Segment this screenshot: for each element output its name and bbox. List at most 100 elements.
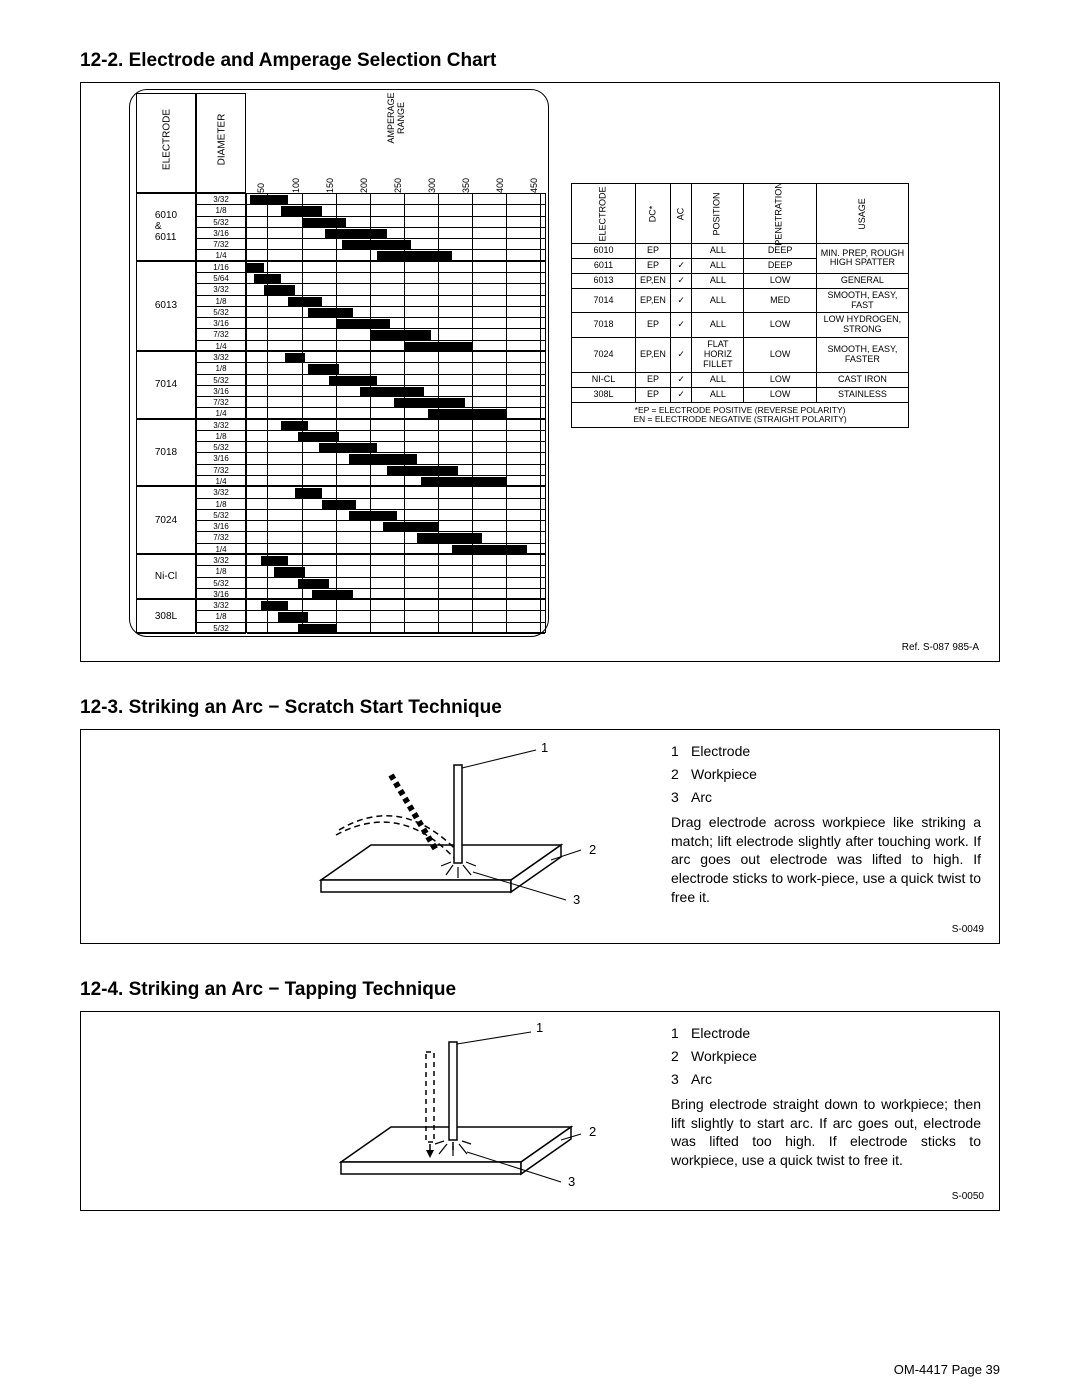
electrode-group: 7014 bbox=[137, 352, 195, 420]
diameter-cell: 1/8 bbox=[196, 296, 246, 307]
diameter-cell: 1/4 bbox=[196, 341, 246, 352]
amperage-bar bbox=[421, 477, 506, 487]
usage-header: POSITION bbox=[692, 184, 744, 244]
col-amperage: AMPERAGE RANGE bbox=[386, 78, 406, 158]
usage-header: ELECTRODE bbox=[572, 184, 636, 244]
diameter-cell: 7/32 bbox=[196, 329, 246, 340]
diameter-cell: 3/16 bbox=[196, 453, 246, 464]
amperage-bar bbox=[312, 590, 353, 600]
usage-cell: ✓ bbox=[670, 387, 692, 402]
usage-cell: ALL bbox=[692, 313, 744, 338]
usage-cell: ✓ bbox=[670, 288, 692, 313]
figure-container: 1 2 3 1Electrode2Workpiece3Arc Bring ele… bbox=[80, 1011, 1000, 1211]
amperage-bar bbox=[308, 364, 339, 374]
usage-cell: EP bbox=[636, 258, 671, 273]
amperage-bar bbox=[336, 319, 391, 329]
usage-cell: ALL bbox=[692, 387, 744, 402]
callout-3: 3 bbox=[568, 1174, 575, 1189]
usage-cell: EP bbox=[636, 244, 671, 259]
diameter-cell: 1/8 bbox=[196, 363, 246, 374]
diameter-cell: 5/64 bbox=[196, 273, 246, 284]
usage-cell bbox=[670, 244, 692, 259]
tick-label: 50 bbox=[256, 183, 266, 193]
amperage-bar bbox=[360, 387, 425, 397]
electrode-group: 6010 & 6011 bbox=[137, 194, 195, 262]
legend-item: 3Arc bbox=[671, 1070, 981, 1089]
diameter-cell: 3/16 bbox=[196, 318, 246, 329]
amperage-bar bbox=[281, 206, 322, 216]
caption-body: Drag electrode across workpiece like str… bbox=[671, 813, 981, 907]
amperage-bar bbox=[452, 545, 527, 555]
diameter-cell: 5/32 bbox=[196, 442, 246, 453]
amperage-bar bbox=[349, 454, 417, 464]
callout-3: 3 bbox=[573, 892, 580, 907]
electrode-group: 6013 bbox=[137, 262, 195, 352]
tick-label: 350 bbox=[461, 178, 471, 193]
usage-cell: 6011 bbox=[572, 258, 636, 273]
section-title: 12-3. Striking an Arc − Scratch Start Te… bbox=[80, 697, 1000, 719]
usage-cell: LOW bbox=[744, 313, 816, 338]
callout-1: 1 bbox=[541, 740, 548, 755]
amperage-bar bbox=[278, 612, 309, 622]
amperage-bar bbox=[377, 251, 452, 261]
callout-1: 1 bbox=[536, 1020, 543, 1035]
tick-label: 450 bbox=[529, 178, 539, 193]
scratch-start-diagram bbox=[281, 740, 601, 930]
amperage-bar bbox=[247, 263, 264, 273]
tapping-diagram bbox=[281, 1022, 601, 1202]
amperage-bar bbox=[325, 229, 386, 239]
figure-container: 1 2 3 1Electrode2Workpiece3Arc Drag elec… bbox=[80, 729, 1000, 944]
amperage-bar bbox=[417, 533, 482, 543]
amperage-bar bbox=[261, 556, 288, 566]
diameter-cell: 1/4 bbox=[196, 544, 246, 555]
amperage-bar bbox=[250, 195, 288, 205]
ref-label: S-0049 bbox=[952, 924, 984, 935]
usage-cell: LOW HYDROGEN,STRONG bbox=[816, 313, 908, 338]
usage-cell: 7018 bbox=[572, 313, 636, 338]
amperage-bar bbox=[329, 376, 377, 386]
diameter-cell: 1/8 bbox=[196, 611, 246, 622]
usage-cell: ✓ bbox=[670, 273, 692, 288]
amperage-bar bbox=[308, 308, 352, 318]
usage-cell: LOW bbox=[744, 273, 816, 288]
caption-block: 1Electrode2Workpiece3Arc Drag electrode … bbox=[671, 742, 981, 907]
usage-cell: ALL bbox=[692, 288, 744, 313]
amperage-bar bbox=[285, 353, 305, 363]
diameter-cell: 1/8 bbox=[196, 431, 246, 442]
usage-cell: STAINLESS bbox=[816, 387, 908, 402]
usage-cell: 6013 bbox=[572, 273, 636, 288]
diameter-cell: 7/32 bbox=[196, 532, 246, 543]
amperage-bar bbox=[288, 297, 322, 307]
amperage-bar bbox=[302, 218, 346, 228]
usage-cell: ✓ bbox=[670, 372, 692, 387]
diameter-cell: 5/32 bbox=[196, 307, 246, 318]
amperage-bar bbox=[394, 398, 466, 408]
amperage-bar bbox=[298, 579, 329, 589]
tick-label: 150 bbox=[325, 178, 335, 193]
diameter-cell: 1/4 bbox=[196, 476, 246, 487]
callout-2: 2 bbox=[589, 1124, 596, 1139]
usage-footnote: *EP = ELECTRODE POSITIVE (REVERSE POLARI… bbox=[572, 402, 909, 428]
diameter-cell: 3/32 bbox=[196, 284, 246, 295]
usage-cell: ALL bbox=[692, 244, 744, 259]
amperage-bar bbox=[274, 567, 305, 577]
tick-label: 200 bbox=[359, 178, 369, 193]
usage-cell: 7024 bbox=[572, 338, 636, 373]
amperage-bar bbox=[370, 330, 431, 340]
usage-table: ELECTRODEDC*ACPOSITIONPENETRATIONUSAGE60… bbox=[571, 183, 909, 428]
usage-cell: CAST IRON bbox=[816, 372, 908, 387]
electrode-group: Ni-Cl bbox=[137, 555, 195, 600]
section-12-3: 12-3. Striking an Arc − Scratch Start Te… bbox=[80, 697, 1000, 944]
diameter-cell: 3/32 bbox=[196, 555, 246, 566]
usage-cell: 7014 bbox=[572, 288, 636, 313]
tick-label: 300 bbox=[427, 178, 437, 193]
legend-item: 1Electrode bbox=[671, 1024, 981, 1043]
tick-label: 400 bbox=[495, 178, 505, 193]
ref-label: S-0050 bbox=[952, 1191, 984, 1202]
diameter-cell: 3/32 bbox=[196, 420, 246, 431]
amperage-bar bbox=[387, 466, 459, 476]
usage-cell: 308L bbox=[572, 387, 636, 402]
ref-label: Ref. S-087 985-A bbox=[902, 642, 979, 653]
usage-header: PENETRATION bbox=[744, 184, 816, 244]
legend-item: 2Workpiece bbox=[671, 1047, 981, 1066]
